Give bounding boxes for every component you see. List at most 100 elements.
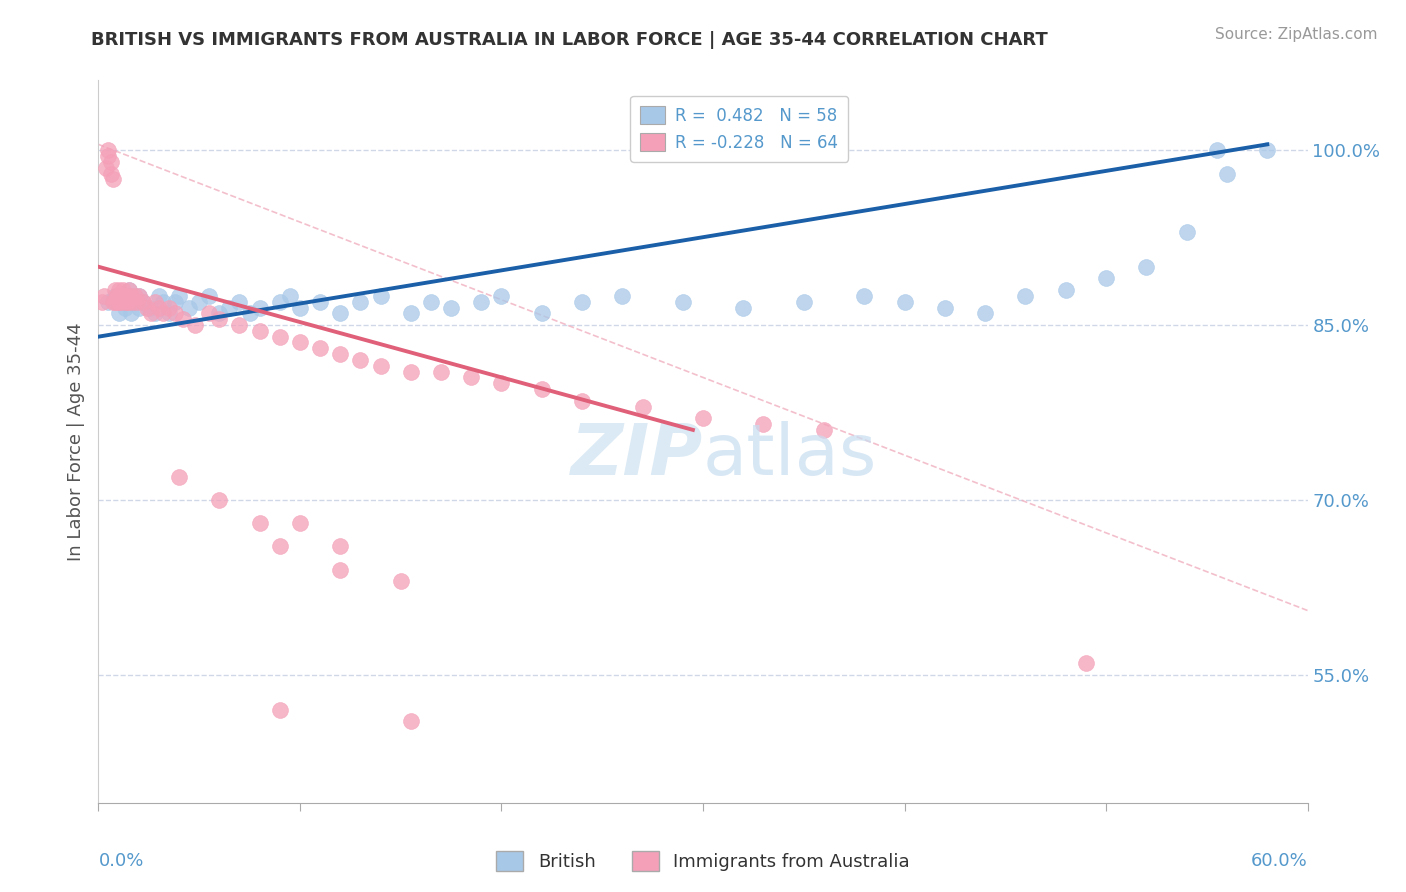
Point bbox=[143, 306, 166, 320]
Text: 60.0%: 60.0% bbox=[1251, 852, 1308, 870]
Point bbox=[1256, 143, 1278, 157]
Point bbox=[491, 289, 513, 303]
Point bbox=[1074, 656, 1097, 670]
Point bbox=[132, 294, 155, 309]
Point bbox=[188, 294, 211, 309]
Point bbox=[733, 301, 755, 315]
Point bbox=[103, 294, 125, 309]
Point bbox=[96, 161, 118, 175]
Point bbox=[107, 283, 129, 297]
Point bbox=[813, 423, 835, 437]
Point bbox=[349, 294, 371, 309]
Point bbox=[692, 411, 714, 425]
Point bbox=[111, 289, 134, 303]
Point bbox=[114, 301, 136, 315]
Point bbox=[208, 492, 231, 507]
Point bbox=[100, 154, 122, 169]
Point bbox=[269, 294, 291, 309]
Text: atlas: atlas bbox=[703, 422, 877, 491]
Point bbox=[288, 301, 311, 315]
Point bbox=[329, 563, 352, 577]
Point bbox=[893, 294, 915, 309]
Point bbox=[118, 283, 141, 297]
Point bbox=[530, 382, 553, 396]
Point bbox=[184, 318, 207, 332]
Point bbox=[91, 294, 114, 309]
Point bbox=[389, 574, 412, 589]
Point bbox=[105, 289, 128, 303]
Point bbox=[239, 306, 262, 320]
Point bbox=[135, 301, 157, 315]
Point bbox=[107, 306, 129, 320]
Point bbox=[111, 283, 134, 297]
Point bbox=[208, 306, 231, 320]
Point bbox=[148, 289, 170, 303]
Point bbox=[107, 289, 129, 303]
Point bbox=[329, 540, 352, 554]
Point bbox=[120, 306, 142, 320]
Point bbox=[128, 301, 150, 315]
Point bbox=[101, 294, 124, 309]
Point bbox=[752, 417, 775, 431]
Point bbox=[124, 289, 146, 303]
Point bbox=[399, 365, 422, 379]
Point bbox=[249, 301, 271, 315]
Point bbox=[329, 347, 352, 361]
Text: 0.0%: 0.0% bbox=[98, 852, 143, 870]
Point bbox=[114, 289, 136, 303]
Point bbox=[249, 516, 271, 530]
Point bbox=[793, 294, 815, 309]
Point bbox=[631, 400, 654, 414]
Point bbox=[349, 353, 371, 368]
Point bbox=[218, 301, 240, 315]
Point bbox=[1014, 289, 1036, 303]
Point bbox=[118, 289, 141, 303]
Point bbox=[228, 318, 250, 332]
Point bbox=[139, 306, 162, 320]
Point bbox=[470, 294, 492, 309]
Point bbox=[288, 335, 311, 350]
Point bbox=[491, 376, 513, 391]
Text: BRITISH VS IMMIGRANTS FROM AUSTRALIA IN LABOR FORCE | AGE 35-44 CORRELATION CHAR: BRITISH VS IMMIGRANTS FROM AUSTRALIA IN … bbox=[91, 31, 1047, 49]
Point bbox=[440, 301, 463, 315]
Point bbox=[103, 289, 125, 303]
Point bbox=[853, 289, 876, 303]
Point bbox=[672, 294, 695, 309]
Point bbox=[288, 516, 311, 530]
Point bbox=[148, 301, 170, 315]
Point bbox=[157, 306, 180, 320]
Point bbox=[105, 294, 128, 309]
Point bbox=[1216, 167, 1239, 181]
Point bbox=[399, 714, 422, 729]
Point bbox=[97, 143, 120, 157]
Point bbox=[114, 294, 136, 309]
Point bbox=[138, 301, 160, 315]
Legend: R =  0.482   N = 58, R = -0.228   N = 64: R = 0.482 N = 58, R = -0.228 N = 64 bbox=[630, 95, 848, 161]
Legend: British, Immigrants from Australia: British, Immigrants from Australia bbox=[489, 844, 917, 879]
Point bbox=[167, 469, 190, 483]
Point bbox=[370, 359, 392, 373]
Point bbox=[120, 289, 142, 303]
Point bbox=[430, 365, 453, 379]
Point bbox=[97, 149, 120, 163]
Point bbox=[93, 289, 115, 303]
Point bbox=[152, 294, 174, 309]
Point bbox=[1135, 260, 1157, 274]
Point bbox=[399, 306, 422, 320]
Point bbox=[163, 306, 186, 320]
Point bbox=[269, 329, 291, 343]
Point bbox=[118, 294, 141, 309]
Point bbox=[530, 306, 553, 320]
Point bbox=[111, 294, 134, 309]
Point bbox=[152, 306, 174, 320]
Point bbox=[110, 294, 132, 309]
Point bbox=[121, 294, 143, 309]
Point bbox=[329, 306, 352, 320]
Point bbox=[128, 289, 150, 303]
Point bbox=[172, 312, 194, 326]
Point bbox=[571, 294, 593, 309]
Point bbox=[370, 289, 392, 303]
Point bbox=[974, 306, 997, 320]
Point bbox=[309, 294, 332, 309]
Point bbox=[128, 289, 150, 303]
